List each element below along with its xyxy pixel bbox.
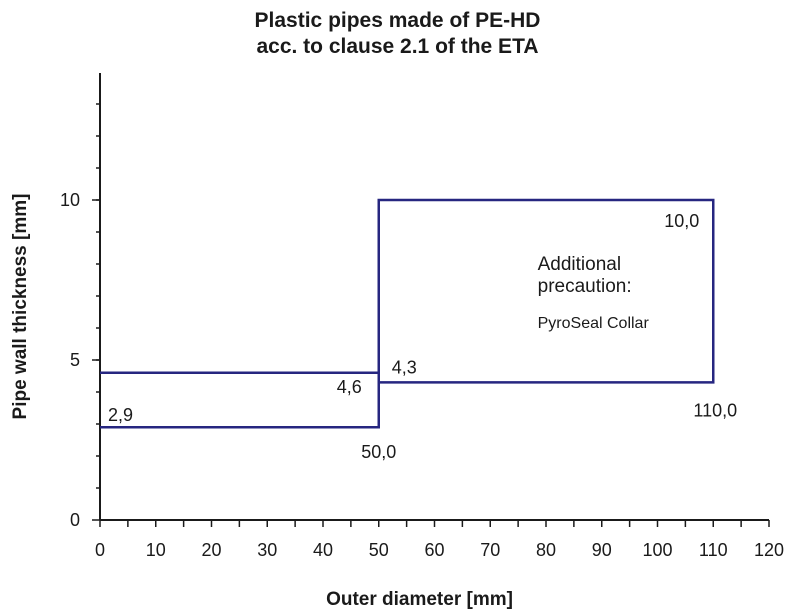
y-axis-title: Pipe wall thickness [mm] [10, 194, 31, 420]
x-axis-title: Outer diameter [mm] [326, 589, 513, 610]
axes: 0 10 20 30 40 50 60 70 80 90 100 110 120 0 5 10 [60, 73, 784, 560]
annotation-detail: PyroSeal Collar [538, 315, 650, 332]
x-tick-label: 120 [754, 540, 784, 560]
series-outline-2 [377, 198, 715, 384]
y-tick-label: 10 [60, 190, 80, 210]
x-tick-label: 20 [201, 540, 221, 560]
chart-title-line-1: Plastic pipes made of PE-HD [254, 9, 541, 32]
data-label: 110,0 [693, 400, 737, 420]
data-label: 50,0 [361, 442, 396, 462]
data-label: 10,0 [664, 211, 699, 231]
x-tick-label: 110 [699, 540, 728, 560]
series-group [100, 198, 715, 429]
x-tick-label: 50 [369, 540, 389, 560]
chart-title: Plastic pipes made of PE-HD acc. to clau… [0, 8, 795, 60]
annotation-line: precaution: [538, 276, 632, 297]
chart-title-line-2: acc. to clause 2.1 of the ETA [256, 35, 539, 58]
x-tick-label: 0 [95, 540, 105, 560]
x-tick-label: 70 [480, 540, 500, 560]
x-tick-label: 30 [257, 540, 277, 560]
data-label: 4,3 [392, 357, 417, 377]
x-tick-label: 60 [424, 540, 444, 560]
x-tick-label: 100 [642, 540, 672, 560]
x-tick-label: 90 [592, 540, 612, 560]
annotation-line: Additional [538, 254, 621, 275]
x-tick-label: 80 [536, 540, 556, 560]
x-tick-label: 40 [313, 540, 333, 560]
y-tick-label: 0 [70, 510, 80, 530]
data-label: 2,9 [108, 405, 133, 425]
data-labels-group: 2,9 4,6 50,0 4,3 10,0 110,0 [108, 211, 737, 462]
y-tick-label: 5 [70, 350, 80, 370]
data-label: 4,6 [337, 377, 362, 397]
series-outline-1 [100, 371, 380, 429]
x-tick-label: 10 [146, 540, 166, 560]
